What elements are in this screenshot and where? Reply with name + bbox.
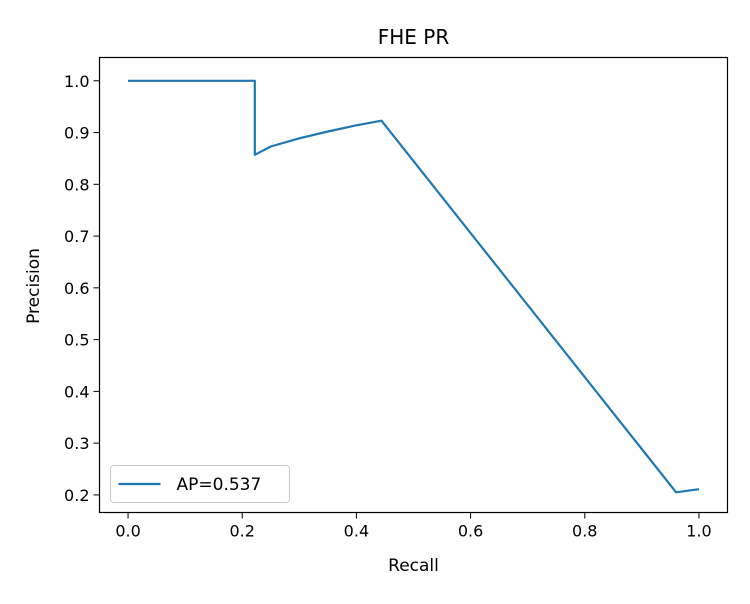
y-tick-label: 0.7 (64, 227, 89, 246)
series-line (128, 79, 700, 494)
y-axis-label: Precision (24, 248, 44, 324)
legend-label: AP=0.537 (177, 475, 262, 495)
x-tick-label: 0.0 (115, 522, 140, 541)
x-tick-label: 0.6 (458, 522, 483, 541)
ticks-layer: 0.0 0.2 0.4 0.6 0.8 1.0 0.2 0.3 0.4 0.5 0.6 0.7 0.8 0… (64, 72, 712, 541)
y-tick-label: 0.3 (64, 434, 89, 453)
x-tick-label: 0.4 (344, 522, 369, 541)
y-tick-label: 0.4 (64, 382, 89, 401)
legend: AP=0.537 (110, 465, 290, 503)
y-tick-label: 1.0 (64, 72, 89, 91)
x-tick-label: 1.0 (686, 522, 711, 541)
legend-box (110, 465, 290, 503)
y-tick-label: 0.6 (64, 279, 89, 298)
y-tick-label: 0.9 (64, 124, 89, 143)
plot-frame (98, 56, 729, 514)
x-tick-label: 0.8 (572, 522, 597, 541)
y-tick-label: 0.5 (64, 331, 89, 350)
y-tick-label: 0.2 (64, 486, 89, 505)
x-axis-label: Recall (388, 556, 439, 576)
chart-title: FHE PR (378, 25, 450, 49)
y-tick-label: 0.8 (64, 175, 89, 194)
plot-layer (128, 79, 700, 494)
x-tick-label: 0.2 (230, 522, 255, 541)
